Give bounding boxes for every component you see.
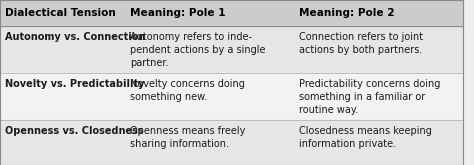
Bar (0, 0, 463, 26)
Bar (0, 26, 463, 73)
Text: Closedness means keeping
information private.: Closedness means keeping information pri… (299, 126, 431, 149)
Text: Meaning: Pole 1: Meaning: Pole 1 (130, 8, 225, 18)
Text: Novelty vs. Predictability: Novelty vs. Predictability (5, 79, 144, 89)
Bar (0, 120, 463, 165)
Bar (0, 73, 463, 120)
Text: Meaning: Pole 2: Meaning: Pole 2 (299, 8, 394, 18)
Text: Openness vs. Closedness: Openness vs. Closedness (5, 126, 143, 136)
Text: Predictability concerns doing
something in a familiar or
routine way.: Predictability concerns doing something … (299, 79, 440, 115)
Text: Connection refers to joint
actions by both partners.: Connection refers to joint actions by bo… (299, 32, 423, 55)
Text: Dialectical Tension: Dialectical Tension (5, 8, 116, 18)
Text: Autonomy vs. Connection: Autonomy vs. Connection (5, 32, 145, 42)
Text: Novelty concerns doing
something new.: Novelty concerns doing something new. (130, 79, 245, 102)
Text: Openness means freely
sharing information.: Openness means freely sharing informatio… (130, 126, 245, 149)
Text: Autonomy refers to inde-
pendent actions by a single
partner.: Autonomy refers to inde- pendent actions… (130, 32, 265, 68)
